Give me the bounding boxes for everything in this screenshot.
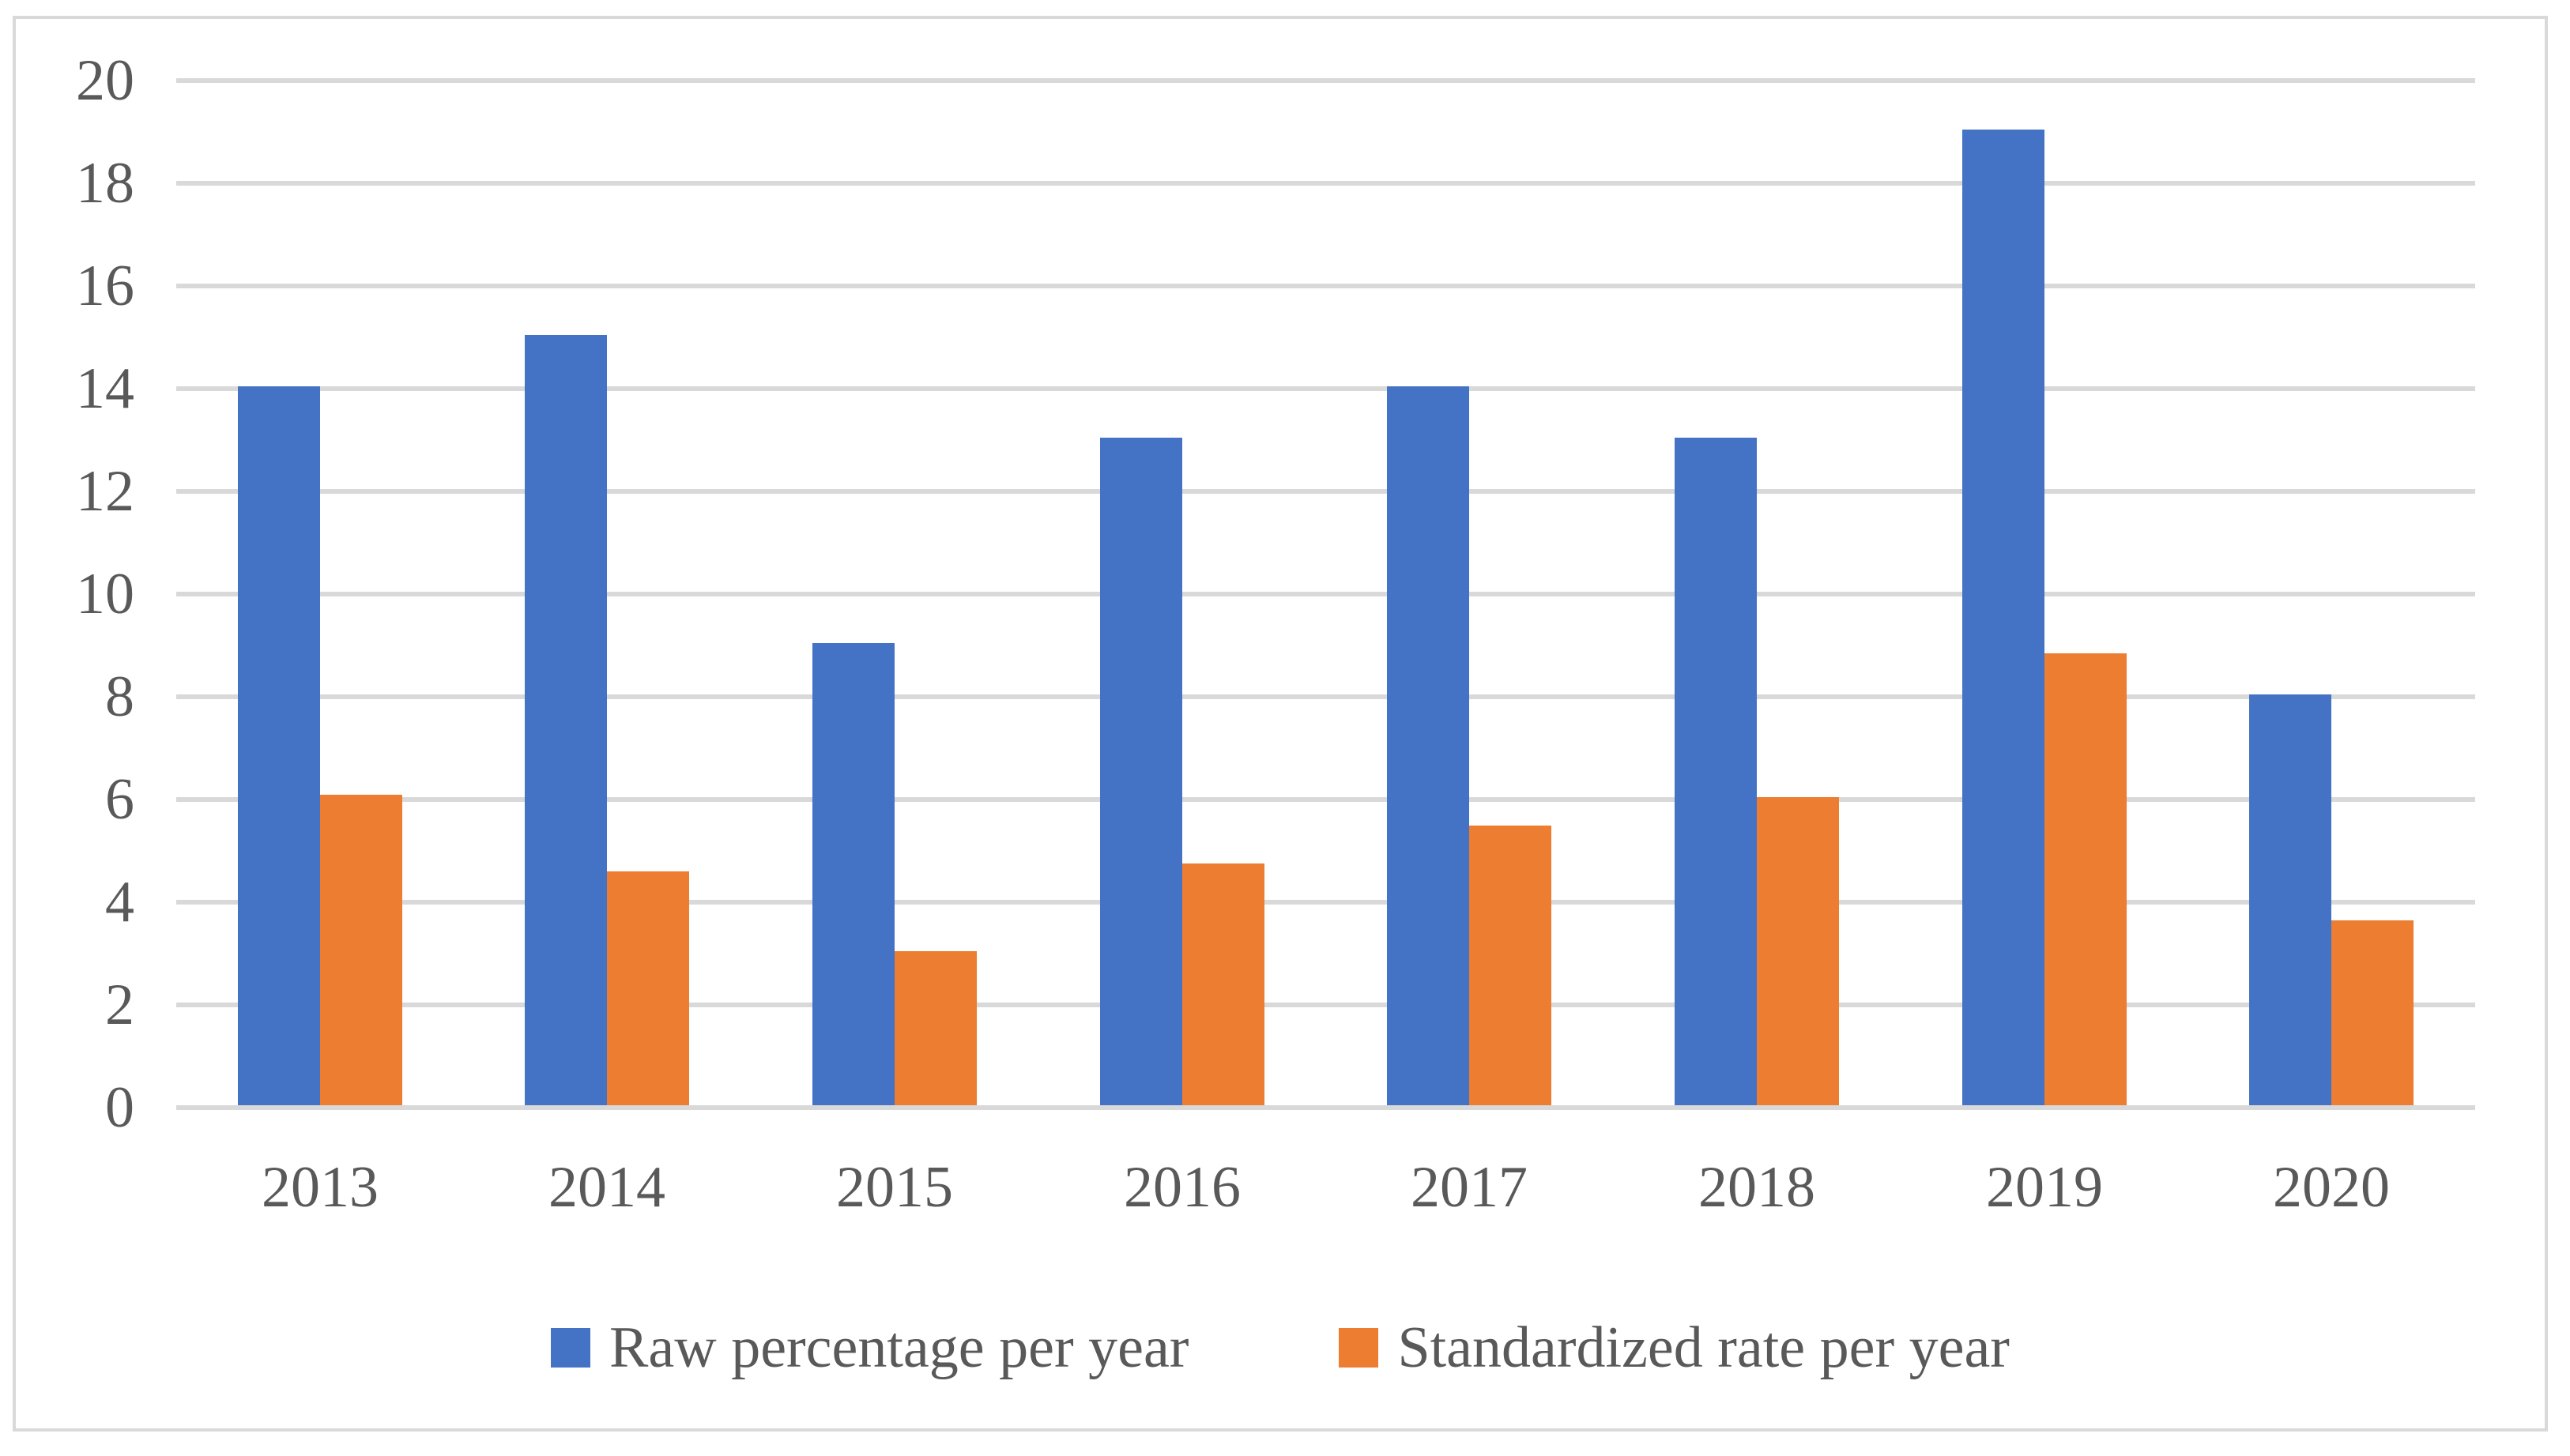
x-axis-label-2013: 2013 — [262, 1155, 379, 1220]
chart-frame: 0 2 4 6 8 10 12 14 16 18 20 2013 2014 2015 2016 2017 201… — [13, 16, 2548, 1432]
legend-label-raw-percentage: Raw percentage per year — [609, 1315, 1189, 1380]
gridline-y-14 — [176, 386, 2475, 391]
legend-item-standardized-rate: Standardized rate per year — [1339, 1315, 2010, 1382]
x-axis-label-2017: 2017 — [1411, 1155, 1528, 1220]
bar-2019-standardized-rate — [2044, 653, 2127, 1105]
gridline-y-18 — [176, 181, 2475, 186]
gridline-y-16 — [176, 284, 2475, 288]
bar-2015-standardized-rate — [895, 951, 977, 1105]
x-axis-line — [176, 1105, 2475, 1110]
gridline-y-4 — [176, 900, 2475, 905]
bar-2016-raw-percentage — [1100, 438, 1182, 1105]
bar-2018-standardized-rate — [1757, 797, 1839, 1105]
gridline-y-6 — [176, 797, 2475, 802]
x-axis-label-2015: 2015 — [836, 1155, 953, 1220]
y-axis-tick-label-20: 20 — [76, 48, 134, 113]
gridline-y-10 — [176, 592, 2475, 596]
y-axis-tick-label-4: 4 — [105, 870, 134, 935]
x-axis-label-2019: 2019 — [1986, 1155, 2103, 1220]
legend-item-raw-percentage: Raw percentage per year — [551, 1315, 1189, 1382]
x-axis-label-2018: 2018 — [1698, 1155, 1815, 1220]
y-axis-tick-label-0: 0 — [105, 1075, 134, 1140]
bar-2018-raw-percentage — [1675, 438, 1757, 1105]
bar-2020-raw-percentage — [2249, 694, 2331, 1105]
y-axis-tick-label-10: 10 — [76, 562, 134, 626]
legend-swatch-raw-percentage — [551, 1328, 591, 1368]
legend: Raw percentage per year Standardized rat… — [16, 1308, 2545, 1387]
x-axis-label-2016: 2016 — [1124, 1155, 1241, 1220]
y-axis-tick-label-18: 18 — [76, 151, 134, 216]
gridline-y-12 — [176, 489, 2475, 494]
y-axis-tick-label-8: 8 — [105, 664, 134, 729]
x-axis-label-2020: 2020 — [2273, 1155, 2390, 1220]
bar-2019-raw-percentage — [1962, 130, 2044, 1105]
bar-2013-standardized-rate — [320, 795, 402, 1105]
gridline-y-8 — [176, 694, 2475, 699]
y-axis-tick-label-16: 16 — [76, 254, 134, 318]
bar-2013-raw-percentage — [238, 386, 320, 1105]
bar-2017-standardized-rate — [1469, 826, 1551, 1105]
bar-2014-raw-percentage — [525, 335, 607, 1105]
bar-2017-raw-percentage — [1387, 386, 1469, 1105]
y-axis-tick-label-6: 6 — [105, 767, 134, 832]
gridline-y-20 — [176, 78, 2475, 83]
gridline-y-2 — [176, 1003, 2475, 1007]
y-axis-tick-label-14: 14 — [76, 356, 134, 421]
bar-2015-raw-percentage — [812, 643, 895, 1105]
y-axis-tick-label-2: 2 — [105, 973, 134, 1037]
legend-swatch-standardized-rate — [1339, 1328, 1379, 1368]
bar-2020-standardized-rate — [2331, 920, 2414, 1105]
bar-2016-standardized-rate — [1182, 863, 1264, 1105]
x-axis-label-2014: 2014 — [548, 1155, 665, 1220]
bar-2014-standardized-rate — [607, 871, 689, 1105]
y-axis-tick-label-12: 12 — [76, 459, 134, 524]
legend-label-standardized-rate: Standardized rate per year — [1397, 1315, 2010, 1380]
